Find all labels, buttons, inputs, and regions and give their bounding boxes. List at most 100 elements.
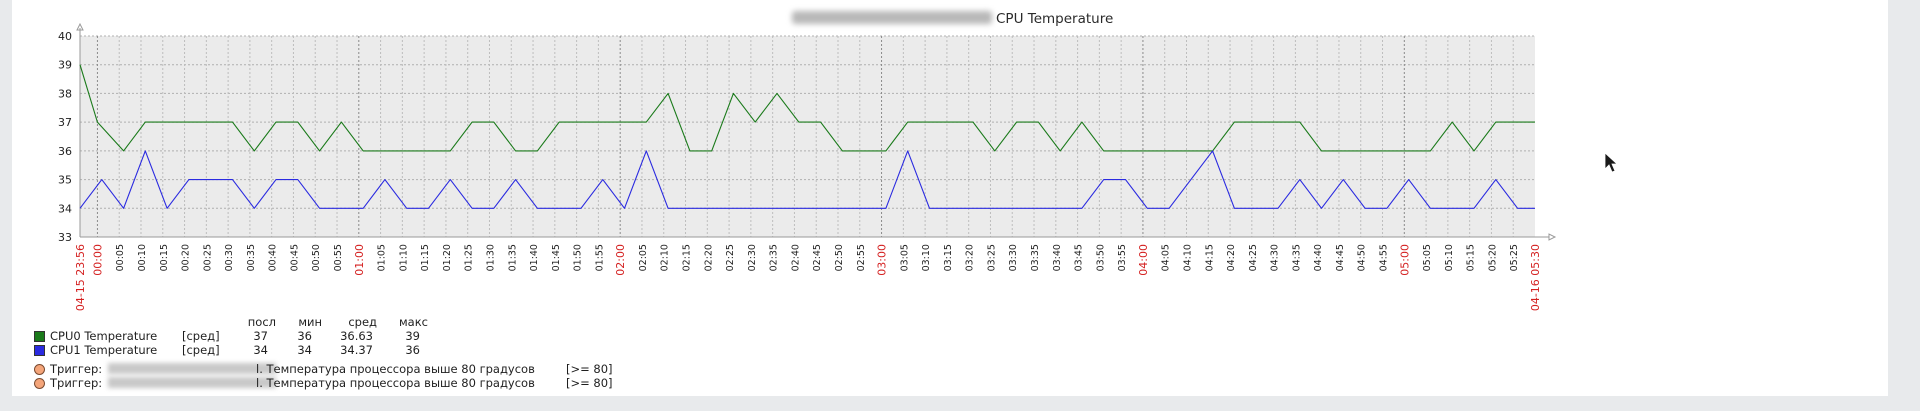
x-axis-arrow-icon: [1548, 233, 1557, 241]
trigger-label: Триггер:: [50, 362, 103, 376]
legend-header-max: макс: [399, 315, 428, 329]
x-tick-label: 04:55: [1379, 244, 1390, 271]
graph-panel: CPU Temperature 33 34 35 36 37 38 39 40 00:00 00:…: [12, 0, 1888, 396]
x-tick-label: 00:05: [115, 244, 126, 271]
x-tick-label: 00:20: [181, 244, 192, 271]
y-tick-label: 39: [58, 59, 72, 72]
x-end-label: 04-16 05:30: [1529, 244, 1542, 311]
x-tick-label: 03:00: [876, 244, 889, 276]
x-tick-label: 02:15: [682, 244, 693, 271]
y-tick-label: 35: [58, 174, 72, 187]
trigger-label: Триггер:: [50, 376, 103, 390]
plot-background: [80, 36, 1535, 237]
x-tick-label: 03:55: [1117, 244, 1128, 271]
x-tick-label: 01:25: [464, 244, 475, 271]
legend-row-cpu1: CPU1 Temperature [сред] 34 34 34.37 36: [34, 343, 454, 357]
y-tick-label: 33: [58, 231, 72, 244]
x-tick-label: 04:35: [1291, 244, 1302, 271]
legend-min-value: 36: [297, 329, 312, 343]
x-tick-label: 01:40: [529, 244, 540, 271]
x-tick-label: 05:00: [1398, 244, 1411, 276]
x-tick-label: 00:45: [289, 244, 300, 271]
legend-trigger-row: Триггер: l. Температура процессора выше …: [34, 376, 654, 390]
y-tick-label: 34: [58, 202, 72, 215]
x-tick-label: 02:10: [660, 244, 671, 271]
y-tick-label: 38: [58, 87, 72, 100]
x-tick-label: 04:05: [1161, 244, 1172, 271]
x-tick-label: 03:35: [1030, 244, 1041, 271]
x-tick-label: 00:50: [311, 244, 322, 271]
x-tick-label: 01:50: [573, 244, 584, 271]
x-tick-label: 03:50: [1095, 244, 1106, 271]
legend-min-value: 34: [297, 343, 312, 357]
series-line-cpu1: [79, 150, 1535, 209]
legend-max-value: 39: [405, 329, 420, 343]
x-tick-label: 04:15: [1204, 244, 1215, 271]
x-tick-label: 04:40: [1313, 244, 1324, 271]
trigger-text: l. Температура процессора выше 80 градус…: [256, 376, 535, 390]
x-tick-label: 03:10: [921, 244, 932, 271]
x-tick-label: 04:20: [1226, 244, 1237, 271]
x-tick-label: 01:10: [398, 244, 409, 271]
x-tick-label: 00:35: [246, 244, 257, 271]
legend-series-func: [сред]: [182, 329, 220, 343]
x-tick-label: 05:10: [1444, 244, 1455, 271]
trigger-condition: [>= 80]: [566, 362, 613, 376]
x-tick-label: 00:15: [159, 244, 170, 271]
legend-last-value: 37: [253, 329, 268, 343]
x-tick-label: 04:50: [1357, 244, 1368, 271]
legend-header-min: мин: [298, 315, 322, 329]
trigger-host-blur: [108, 377, 276, 388]
legend-max-value: 36: [405, 343, 420, 357]
trigger-text: l. Температура процессора выше 80 градус…: [256, 362, 535, 376]
trigger-host-blur: [108, 363, 276, 374]
x-tick-label: 01:05: [377, 244, 388, 271]
y-tick-label: 37: [58, 116, 72, 129]
x-tick-label: 01:55: [594, 244, 605, 271]
cpu-temperature-chart: CPU Temperature 33 34 35 36 37 38 39 40 00:00 00:…: [58, 11, 1619, 311]
x-tick-label: 05:15: [1466, 244, 1477, 271]
x-tick-label: 02:25: [725, 244, 736, 271]
x-tick-label: 01:35: [507, 244, 518, 271]
x-tick-label: 03:45: [1074, 244, 1085, 271]
x-tick-label: 05:25: [1509, 244, 1520, 271]
x-tick-label: 03:05: [899, 244, 910, 271]
legend-row-cpu0: CPU0 Temperature [сред] 37 36 36.63 39: [34, 329, 454, 343]
x-tick-label: 03:15: [943, 244, 954, 271]
x-tick-label: 02:50: [834, 244, 845, 271]
x-tick-label: 00:40: [268, 244, 279, 271]
title-host-blur: [792, 11, 992, 24]
legend-last-value: 34: [253, 343, 268, 357]
x-tick-label: 01:20: [442, 244, 453, 271]
x-tick-label: 00:00: [91, 244, 104, 276]
legend-avg-value: 34.37: [340, 343, 373, 357]
x-tick-label: 02:45: [812, 244, 823, 271]
x-tick-label: 00:55: [333, 244, 344, 271]
x-tick-label: 03:25: [986, 244, 997, 271]
x-tick-label: 01:00: [353, 244, 366, 276]
legend-avg-value: 36.63: [340, 329, 373, 343]
y-tick-label: 40: [58, 30, 72, 43]
x-tick-label: 04:00: [1137, 244, 1150, 276]
x-tick-label: 02:30: [747, 244, 758, 271]
plot-area: 33 34 35 36 37 38 39 40 00:00 00:05 00:10 00:15 00:2…: [58, 22, 1619, 311]
x-tick-label: 00:10: [137, 244, 148, 271]
x-tick-label: 04:45: [1335, 244, 1346, 271]
x-tick-label: 02:55: [856, 244, 867, 271]
y-tick-label: 36: [58, 145, 72, 158]
x-tick-label: 04:25: [1248, 244, 1259, 271]
chart-title: CPU Temperature: [996, 11, 1113, 27]
trigger-dot-icon: [34, 364, 45, 375]
x-tick-label: 02:20: [703, 244, 714, 271]
x-tick-label: 03:40: [1052, 244, 1063, 271]
x-tick-label: 01:15: [420, 244, 431, 271]
cpu1-color-swatch: [34, 345, 45, 356]
x-tick-label: 02:05: [638, 244, 649, 271]
legend-series-func: [сред]: [182, 343, 220, 357]
x-tick-label: 05:05: [1422, 244, 1433, 271]
x-start-label: 04-15 23:56: [74, 244, 87, 311]
x-tick-label: 00:30: [224, 244, 235, 271]
trigger-dot-icon: [34, 378, 45, 389]
legend-header-avg: сред: [348, 315, 377, 329]
x-tick-label: 03:20: [965, 244, 976, 271]
